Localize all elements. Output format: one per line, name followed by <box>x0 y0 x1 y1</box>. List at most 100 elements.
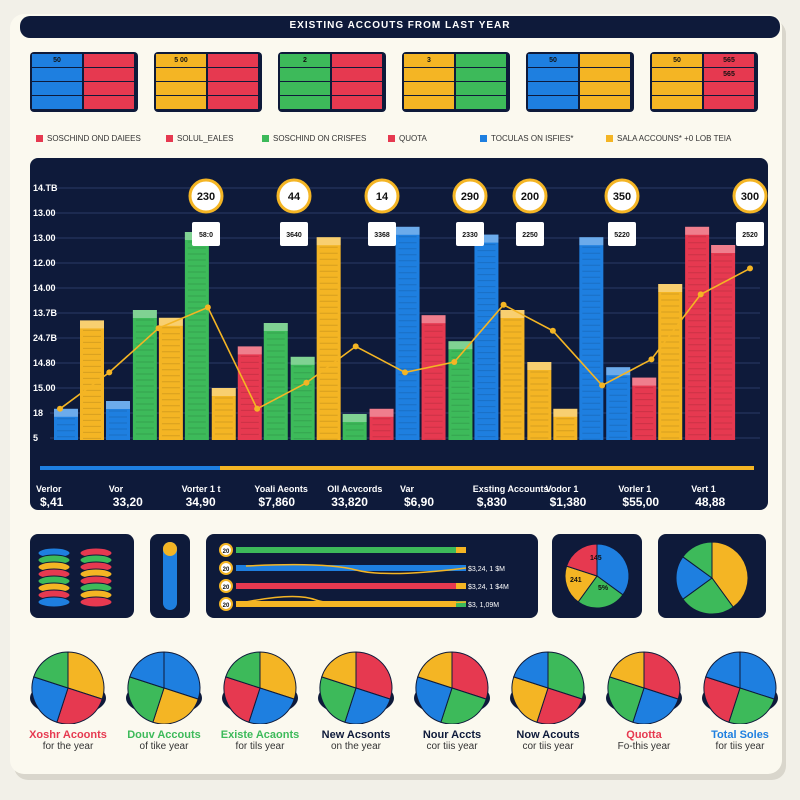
legend-label: QUOTA <box>399 134 427 143</box>
bar <box>80 320 104 440</box>
pie-slice <box>577 575 624 609</box>
summary-cell <box>704 82 754 95</box>
pie-card: Existe Acaonts for tils year <box>214 650 306 770</box>
summary-cell <box>580 54 630 67</box>
pie-title: Now Acouts <box>516 729 580 741</box>
bar-cap <box>685 226 710 235</box>
bar <box>132 310 157 440</box>
trend-point <box>106 369 113 376</box>
summary-cell <box>528 96 578 109</box>
bar-cap <box>132 310 157 318</box>
thermo-panel <box>150 534 190 618</box>
bar <box>579 237 604 440</box>
pie-card: New Acsonts on the year <box>310 650 402 770</box>
legend-item: SALA ACCOUNS* +0 LOB TEIA <box>606 134 731 143</box>
summary-cell <box>332 82 382 95</box>
bar-cap <box>369 408 394 417</box>
trend-point <box>648 356 655 363</box>
progress-bar <box>236 547 456 553</box>
pie-slice <box>513 651 549 689</box>
pie-slice <box>596 543 630 596</box>
bar-cap <box>395 226 420 235</box>
pie-title: Total Soles <box>711 729 769 741</box>
pie-slice <box>225 651 261 689</box>
bottom-value: $6,90 <box>404 495 434 509</box>
large-pie-chart <box>675 541 749 615</box>
summary-cell <box>208 96 258 109</box>
bar-cap <box>106 401 130 409</box>
summary-cell <box>84 96 134 109</box>
pie-title: Nour Accts <box>422 729 482 741</box>
bar <box>685 226 710 440</box>
summary-cell <box>32 82 82 95</box>
pie-slice <box>163 651 201 700</box>
legend-label: SALA ACCOUNS* +0 LOB TEIA <box>617 134 732 143</box>
pie-slice <box>440 687 487 725</box>
summary-cell <box>332 54 382 67</box>
y-tick-label: 24.7B <box>33 333 58 343</box>
y-tick-label: 13.7B <box>33 308 58 318</box>
summary-card: 50 <box>526 52 634 112</box>
pie-chart <box>414 651 490 725</box>
summary-cell: 3 <box>404 54 454 67</box>
pie-slice <box>632 687 679 725</box>
bottom-label: Oll Acvcords <box>327 484 382 494</box>
legend-item: TOCULAS ON ISFIES* <box>480 134 574 143</box>
tag-label: 2250 <box>522 232 538 239</box>
bar <box>211 388 236 440</box>
bubble-label: 14 <box>376 191 389 203</box>
legend-swatch <box>166 135 173 143</box>
legend-swatch <box>606 135 613 143</box>
bar-cap <box>237 346 262 355</box>
pie-chart <box>30 651 106 725</box>
bar <box>184 232 209 440</box>
y-tick-label: 14.80 <box>33 358 56 368</box>
summary-cell <box>652 82 702 95</box>
coin-stack-panel <box>30 534 134 618</box>
tag-label: 2520 <box>742 232 758 239</box>
bar <box>290 356 315 440</box>
progress-wave <box>245 595 467 606</box>
summary-cell <box>580 96 630 109</box>
value-bubble <box>188 178 224 214</box>
bar <box>263 323 288 440</box>
legend-swatch <box>36 135 43 143</box>
pie-slice <box>728 687 775 725</box>
bar-cap <box>527 362 552 370</box>
pie-slice <box>248 687 295 725</box>
pie-slice <box>511 676 549 723</box>
legend-swatch <box>388 135 395 143</box>
bar-cap <box>474 234 499 243</box>
trend-point <box>549 327 556 334</box>
pie-slice <box>319 676 357 723</box>
coin <box>79 596 113 608</box>
summary-cell <box>580 68 630 81</box>
summary-cell <box>652 96 702 109</box>
legend-swatch <box>480 135 487 143</box>
pie-subtitle: on the year <box>330 741 382 752</box>
bottom-value: 33,820 <box>331 495 368 509</box>
bar <box>316 237 341 440</box>
pie-label: 5% <box>598 585 609 592</box>
small-pie-chart: 145 241 5% <box>564 543 630 609</box>
summary-cell <box>404 96 454 109</box>
pie-slice <box>127 676 165 723</box>
trend-point <box>204 304 211 311</box>
pie-slice <box>67 651 105 700</box>
thermometer-icon <box>163 542 177 610</box>
pie-slice <box>56 687 103 725</box>
summary-card: 3 <box>402 52 510 112</box>
progress-end <box>456 583 466 589</box>
tag-label: 5220 <box>614 232 630 239</box>
progress-wave <box>245 563 467 575</box>
summary-cell <box>84 54 134 67</box>
bar-cap <box>342 414 367 422</box>
legend-swatch <box>262 135 269 143</box>
pie-chart <box>126 651 202 725</box>
pie-subtitle: for the year <box>42 741 94 752</box>
pie-label: 145 <box>590 555 602 562</box>
pie-slice <box>129 651 165 689</box>
bar <box>606 367 631 440</box>
trend-point <box>352 343 359 350</box>
pie-slice <box>33 651 69 689</box>
